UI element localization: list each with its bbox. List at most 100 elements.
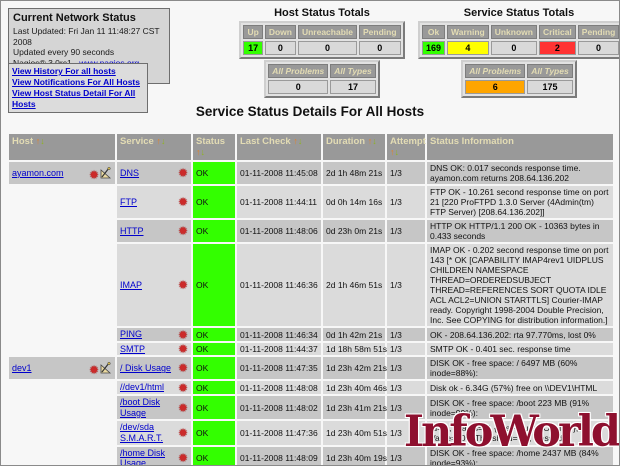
- col-header-service[interactable]: Service ↑↓: [117, 134, 191, 160]
- total-all-types-label: All Types: [527, 64, 573, 78]
- host-cell: dev1 ✹: [9, 357, 115, 380]
- col-header-duration[interactable]: Duration ↑↓: [323, 134, 385, 160]
- sort-down-icon[interactable]: ↓: [160, 136, 166, 146]
- service-link[interactable]: SMTP: [120, 343, 146, 354]
- total-up-value[interactable]: 17: [243, 41, 263, 55]
- sort-down-icon[interactable]: ↓: [40, 136, 45, 146]
- status-information-cell: DNS OK: 0.017 seconds response time. aya…: [427, 162, 613, 185]
- totals-value-row: 6 175: [465, 80, 573, 94]
- attempt-cell: 1/3: [387, 357, 425, 380]
- status-star-icon: ✹: [177, 195, 188, 210]
- host-cell-empty: [9, 447, 115, 465]
- trends-icon[interactable]: [99, 361, 112, 374]
- status-star-icon: ✹: [88, 362, 99, 377]
- sort-up-icon[interactable]: ↑: [35, 136, 41, 146]
- col-header-attempt-label: Attempt: [390, 136, 426, 147]
- service-link[interactable]: IMAP: [120, 279, 143, 290]
- service-cell-content: PING ✹: [120, 329, 188, 341]
- col-header-status[interactable]: Status ↑↓: [193, 134, 235, 160]
- service-cell: /dev/sda S.M.A.R.T. ✹: [117, 421, 191, 445]
- sort-down-icon[interactable]: ↓: [372, 136, 377, 146]
- view-host-status-detail-link[interactable]: View Host Status Detail For All Hosts: [12, 88, 136, 110]
- service-cell-content: / Disk Usage ✹: [120, 362, 188, 374]
- service-link[interactable]: /home Disk Usage: [120, 447, 166, 466]
- view-links-box: View History For all hosts View Notifica…: [8, 63, 148, 114]
- service-link[interactable]: PING: [120, 329, 143, 340]
- service-cell-content: IMAP ✹: [120, 279, 188, 291]
- total-all-problems-value[interactable]: 0: [268, 80, 329, 94]
- service-link[interactable]: //dev1/html: [120, 382, 165, 393]
- service-totals-table: Ok Warning Unknown Critical Pending 169 4 0 2 0: [418, 21, 619, 59]
- last-check-cell: 01-11-2008 11:46:36: [237, 244, 321, 327]
- view-history-link[interactable]: View History For all hosts: [12, 66, 116, 76]
- sort-up-icon[interactable]: ↑: [293, 136, 298, 146]
- status-information-cell: DISK OK - free space: /home 2437 MB (84%…: [427, 446, 613, 465]
- info-box-title: Current Network Status: [13, 12, 136, 24]
- last-check-cell: 01-11-2008 11:46:34: [237, 328, 321, 341]
- sort-up-icon[interactable]: ↑: [196, 147, 201, 157]
- duration-cell: 1d 23h 42m 21s: [323, 357, 387, 380]
- status-cell: OK: [193, 328, 235, 341]
- totals-value-row: 0 17: [268, 80, 376, 94]
- service-cell-content: /dev/sda S.M.A.R.T. ✹: [120, 422, 188, 443]
- total-down-value[interactable]: 0: [264, 41, 296, 55]
- status-cell: OK: [193, 220, 235, 243]
- host-cell-empty: [9, 186, 115, 218]
- duration-cell: 2d 1h 46m 51s: [323, 244, 385, 327]
- total-ok-value[interactable]: 169: [422, 41, 446, 55]
- sort-up-icon[interactable]: ↑: [156, 136, 161, 146]
- service-cell: / Disk Usage ✹: [117, 357, 191, 380]
- status-cell: OK: [193, 162, 235, 185]
- service-link[interactable]: / Disk Usage: [120, 363, 172, 374]
- attempt-cell: 1/3: [387, 342, 425, 356]
- status-cell: OK: [193, 396, 235, 420]
- col-header-attempt[interactable]: Attempt ↑↓: [387, 134, 426, 160]
- service-link[interactable]: FTP: [120, 196, 137, 207]
- duration-cell: 1d 23h 40m 46s: [323, 381, 387, 395]
- service-link[interactable]: /boot Disk Usage: [120, 397, 161, 418]
- total-all-problems-value[interactable]: 6: [465, 80, 526, 94]
- total-unreachable-value[interactable]: 0: [297, 41, 357, 55]
- last-check-cell: 01-11-2008 11:44:37: [237, 342, 321, 356]
- sort-up-icon[interactable]: ↑: [367, 136, 373, 146]
- service-link[interactable]: DNS: [120, 167, 140, 178]
- view-notifications-link[interactable]: View Notifications For All Hosts: [12, 77, 140, 88]
- host-cell: ayamon.com ✹: [9, 162, 115, 185]
- last-check-cell: 01-11-2008 11:45:08: [237, 162, 321, 185]
- sort-down-icon[interactable]: ↓: [394, 147, 400, 157]
- service-row: ayamon.com ✹ DNS ✹ OK 01-11-2008 11:45:08 2d 1…: [9, 162, 613, 185]
- service-link[interactable]: /dev/sda S.M.A.R.T.: [120, 422, 164, 443]
- service-cell: /home Disk Usage ✹: [117, 446, 191, 466]
- host-cell-empty: [9, 396, 115, 419]
- host-link[interactable]: ayamon.com: [12, 167, 64, 178]
- status-star-icon: ✹: [177, 380, 188, 395]
- total-pending-value[interactable]: 0: [577, 41, 619, 55]
- total-warning-value[interactable]: 4: [447, 41, 489, 55]
- sort-up-icon[interactable]: ↑: [390, 147, 395, 157]
- total-critical-value[interactable]: 2: [538, 41, 576, 55]
- update-interval-text: Updated every 90 seconds: [13, 47, 115, 58]
- sort-down-icon[interactable]: ↓: [297, 136, 303, 146]
- col-header-duration-label: Duration: [326, 136, 366, 147]
- col-header-host[interactable]: Host ↑↓: [9, 134, 115, 160]
- trends-icon[interactable]: [99, 166, 112, 179]
- total-all-types-value[interactable]: 17: [330, 80, 376, 94]
- duration-cell: 1d 23h 41m 21s: [323, 396, 387, 420]
- col-header-last-check[interactable]: Last Check ↑↓: [237, 134, 321, 160]
- nagios-org-link[interactable]: www.nagios.org: [79, 58, 139, 68]
- host-link[interactable]: dev1: [12, 363, 32, 374]
- status-information-cell: FTP OK - 10.261 second response time on …: [427, 186, 613, 219]
- service-cell: IMAP ✹: [117, 244, 191, 327]
- nagios-version-text: Nagios® 3.0rc1 -: [13, 58, 79, 68]
- service-cell-content: /home Disk Usage ✹: [120, 447, 188, 466]
- service-cell: DNS ✹: [117, 162, 191, 185]
- nagios-version-line: Nagios® 3.0rc1 - www.nagios.org: [13, 58, 165, 69]
- total-pending-value[interactable]: 0: [358, 41, 401, 55]
- service-link[interactable]: HTTP: [120, 225, 144, 236]
- totals-header-row: All Problems All Types: [465, 64, 573, 78]
- total-unknown-value[interactable]: 0: [490, 41, 537, 55]
- service-cell-content: FTP ✹: [120, 195, 188, 210]
- sort-down-icon[interactable]: ↓: [200, 147, 206, 157]
- total-all-types-value[interactable]: 175: [527, 80, 573, 94]
- service-cell-content: DNS ✹: [120, 167, 188, 179]
